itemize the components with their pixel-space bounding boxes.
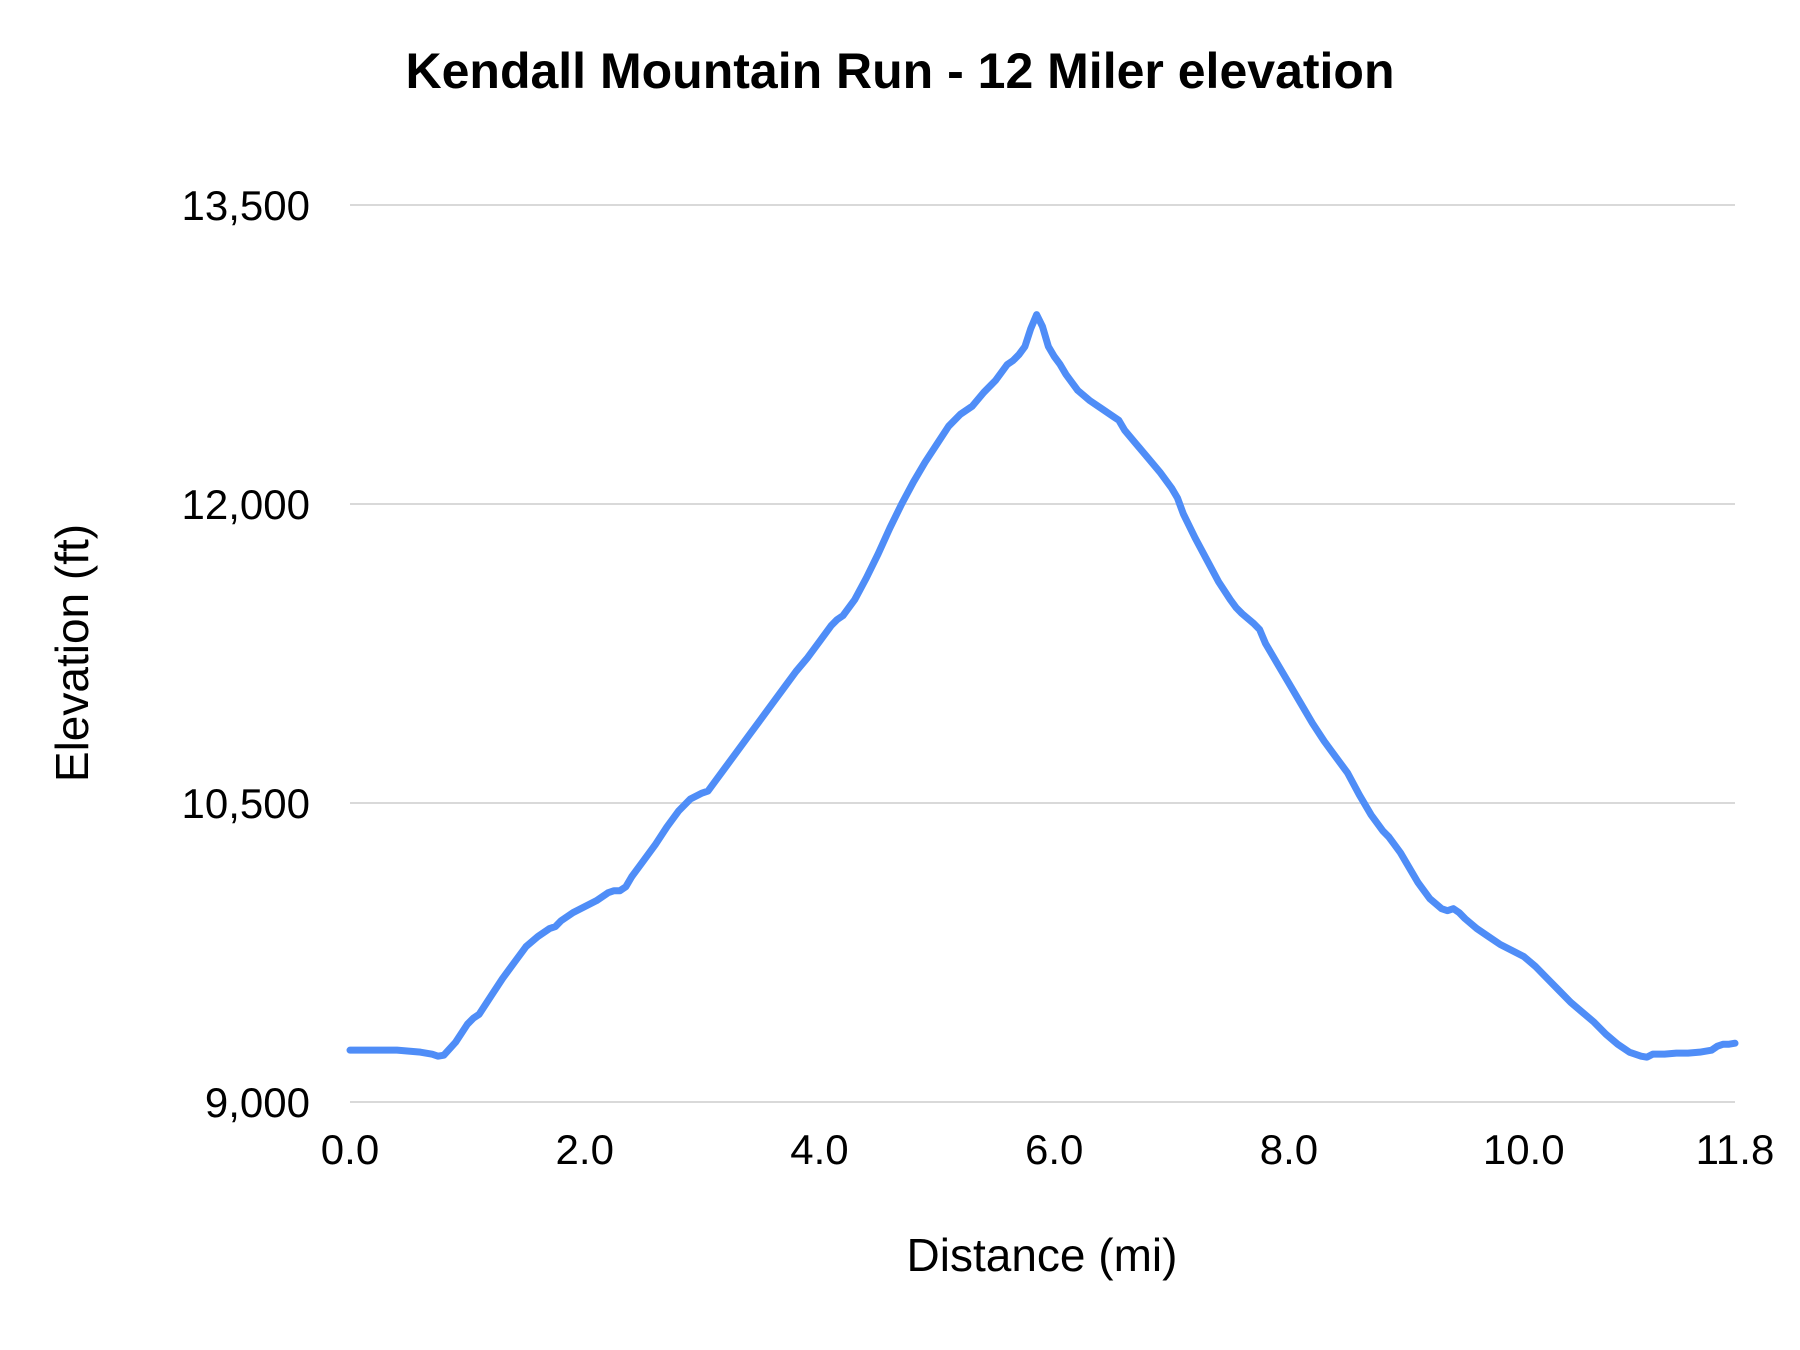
x-tick-label: 11.8 [1696, 1126, 1775, 1173]
x-tick-label: 0.0 [321, 1126, 379, 1173]
x-tick-label: 10.0 [1483, 1126, 1565, 1173]
x-axis-title: Distance (mi) [906, 1229, 1178, 1281]
x-tick-label: 4.0 [790, 1126, 848, 1173]
chart-title: Kendall Mountain Run - 12 Miler elevatio… [405, 43, 1395, 99]
y-tick-label: 12,000 [182, 481, 310, 528]
elevation-line [346, 311, 1739, 1061]
x-tick-label: 8.0 [1260, 1126, 1318, 1173]
x-tick-label: 2.0 [556, 1126, 614, 1173]
y-tick-label: 9,000 [205, 1079, 310, 1126]
x-tick-label: 6.0 [1025, 1126, 1083, 1173]
y-tick-label: 13,500 [182, 182, 310, 229]
y-tick-label: 10,500 [182, 780, 310, 827]
